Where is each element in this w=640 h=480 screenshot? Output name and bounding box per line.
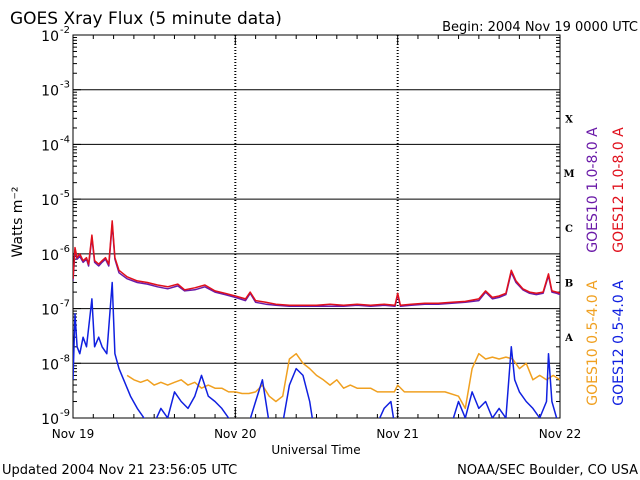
- source-label: NOAA/SEC Boulder, CO USA: [457, 463, 638, 478]
- y-tick-exponent: -6: [60, 244, 70, 255]
- y-tick-exponent: -3: [60, 80, 70, 91]
- plot-frame: [72, 34, 561, 419]
- x-axis-label: Universal Time: [271, 443, 360, 457]
- y-tick-exponent: -9: [60, 408, 70, 419]
- y-tick-label: 10: [41, 193, 59, 209]
- y-tick-label: 10: [41, 357, 59, 373]
- legend-label: GOES12 0.5-4.0 A: [611, 280, 627, 406]
- y-tick-label: 10: [41, 84, 59, 100]
- chart-title: GOES Xray Flux (5 minute data): [10, 9, 282, 29]
- y-tick-exponent: -8: [60, 353, 70, 364]
- begin-label: Begin: 2004 Nov 19 0000 UTC: [442, 20, 638, 35]
- flare-class-label: M: [563, 169, 574, 180]
- y-tick-exponent: -4: [60, 134, 70, 145]
- series-line: [126, 352, 560, 410]
- flare-class-label: X: [565, 114, 573, 125]
- legend-label: GOES12 1.0-8.0 A: [611, 127, 627, 253]
- y-tick-exponent: -5: [60, 189, 70, 200]
- x-tick-label: Nov 22: [539, 427, 582, 441]
- updated-label: Updated 2004 Nov 21 23:56:05 UTC: [2, 463, 237, 478]
- y-tick-exponent: -2: [60, 25, 70, 36]
- legend-label: GOES10 0.5-4.0 A: [585, 280, 601, 406]
- y-tick-exponent: -7: [60, 299, 70, 310]
- series-line: [73, 220, 560, 307]
- y-tick-label: 10: [41, 138, 59, 154]
- flare-class-label: A: [564, 333, 573, 344]
- x-tick-label: Nov 21: [376, 427, 419, 441]
- series-line: [73, 223, 560, 308]
- y-tick-label: 10: [41, 303, 59, 319]
- flare-class-label: B: [565, 278, 573, 289]
- y-axis-label: Watts m⁻²: [10, 187, 26, 258]
- x-tick-label: Nov 19: [52, 427, 95, 441]
- y-tick-label: 10: [41, 412, 59, 428]
- flare-class-label: C: [565, 224, 573, 235]
- legend-label: GOES10 1.0-8.0 A: [585, 127, 601, 253]
- series-line: [73, 281, 558, 418]
- y-tick-label: 10: [41, 248, 59, 264]
- y-tick-label: 10: [41, 29, 59, 45]
- chart-text: GOES Xray Flux (5 minute data) Begin: 20…: [2, 9, 638, 478]
- x-tick-label: Nov 20: [214, 427, 257, 441]
